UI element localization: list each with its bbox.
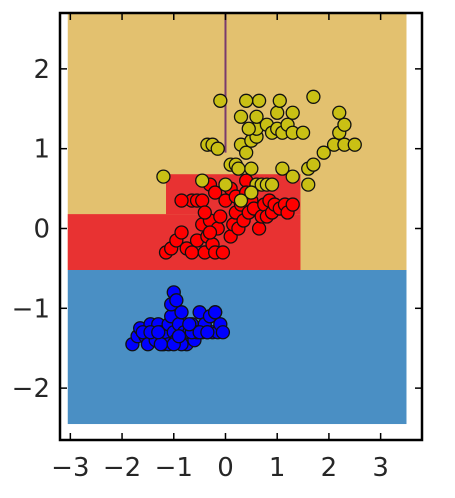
region-blue-0 — [67, 269, 407, 425]
point-2-11 — [301, 177, 316, 192]
y-axis-ticks: −2 −1 0 1 2 — [12, 55, 422, 404]
point-2-1 — [195, 173, 210, 188]
point-0-42 — [200, 325, 215, 340]
x-tick-label: −1 — [155, 453, 193, 483]
y-tick-label: −1 — [12, 294, 50, 324]
point-1-14 — [213, 209, 228, 224]
point-1-49 — [197, 205, 212, 220]
point-0-49 — [182, 317, 197, 332]
point-1-15 — [215, 245, 231, 260]
point-2-31 — [249, 109, 264, 124]
point-2-36 — [270, 105, 285, 120]
point-2-20 — [332, 105, 347, 120]
point-0-17 — [174, 305, 189, 320]
point-2-17 — [347, 137, 362, 152]
x-tick-label: −2 — [103, 453, 141, 483]
point-1-38 — [195, 193, 210, 208]
point-0-48 — [215, 325, 231, 340]
point-2-2 — [218, 177, 233, 192]
y-tick-label: 0 — [33, 214, 50, 244]
x-tick-label: 3 — [372, 453, 389, 483]
data-points — [125, 89, 362, 352]
point-2-43 — [306, 89, 321, 104]
point-2-37 — [272, 93, 287, 108]
x-tick-label: 0 — [217, 453, 234, 483]
point-2-49 — [244, 185, 259, 200]
x-tick-label: −3 — [51, 453, 89, 483]
axes-frame — [58, 11, 424, 442]
point-2-10 — [285, 169, 300, 184]
y-tick-label: 2 — [33, 55, 50, 85]
point-0-38 — [153, 337, 168, 352]
point-2-45 — [233, 109, 249, 124]
x-tick-label: 2 — [321, 453, 338, 483]
point-0-36 — [169, 293, 184, 308]
y-tick-label: −2 — [12, 374, 50, 404]
point-2-13 — [306, 157, 321, 172]
point-2-27 — [239, 145, 254, 160]
point-2-32 — [251, 93, 267, 108]
point-1-3 — [174, 225, 189, 240]
point-2-4 — [244, 161, 259, 176]
point-1-5 — [184, 245, 200, 260]
point-2-8 — [264, 177, 280, 192]
point-1-25 — [251, 221, 267, 236]
point-1-39 — [174, 193, 189, 208]
point-2-46 — [213, 93, 228, 108]
x-axis-ticks: −3 −2 −1 0 1 2 3 — [51, 13, 389, 483]
point-0-47 — [171, 329, 187, 344]
point-1-35 — [285, 197, 300, 212]
point-2-0 — [156, 169, 171, 184]
x-tick-label: 1 — [269, 453, 286, 483]
point-1-41 — [207, 185, 223, 200]
point-0-33 — [207, 305, 223, 320]
y-tick-label: 1 — [33, 135, 50, 165]
point-2-44 — [239, 93, 254, 108]
point-2-9 — [275, 161, 290, 176]
point-2-3 — [233, 193, 249, 208]
point-2-42 — [295, 125, 311, 140]
point-2-47 — [241, 121, 256, 136]
point-2-19 — [337, 117, 352, 132]
point-0-45 — [151, 325, 166, 340]
point-1-48 — [202, 225, 218, 240]
point-2-40 — [285, 105, 300, 120]
point-2-48 — [231, 161, 246, 176]
point-2-23 — [210, 141, 225, 156]
point-2-14 — [316, 145, 331, 160]
